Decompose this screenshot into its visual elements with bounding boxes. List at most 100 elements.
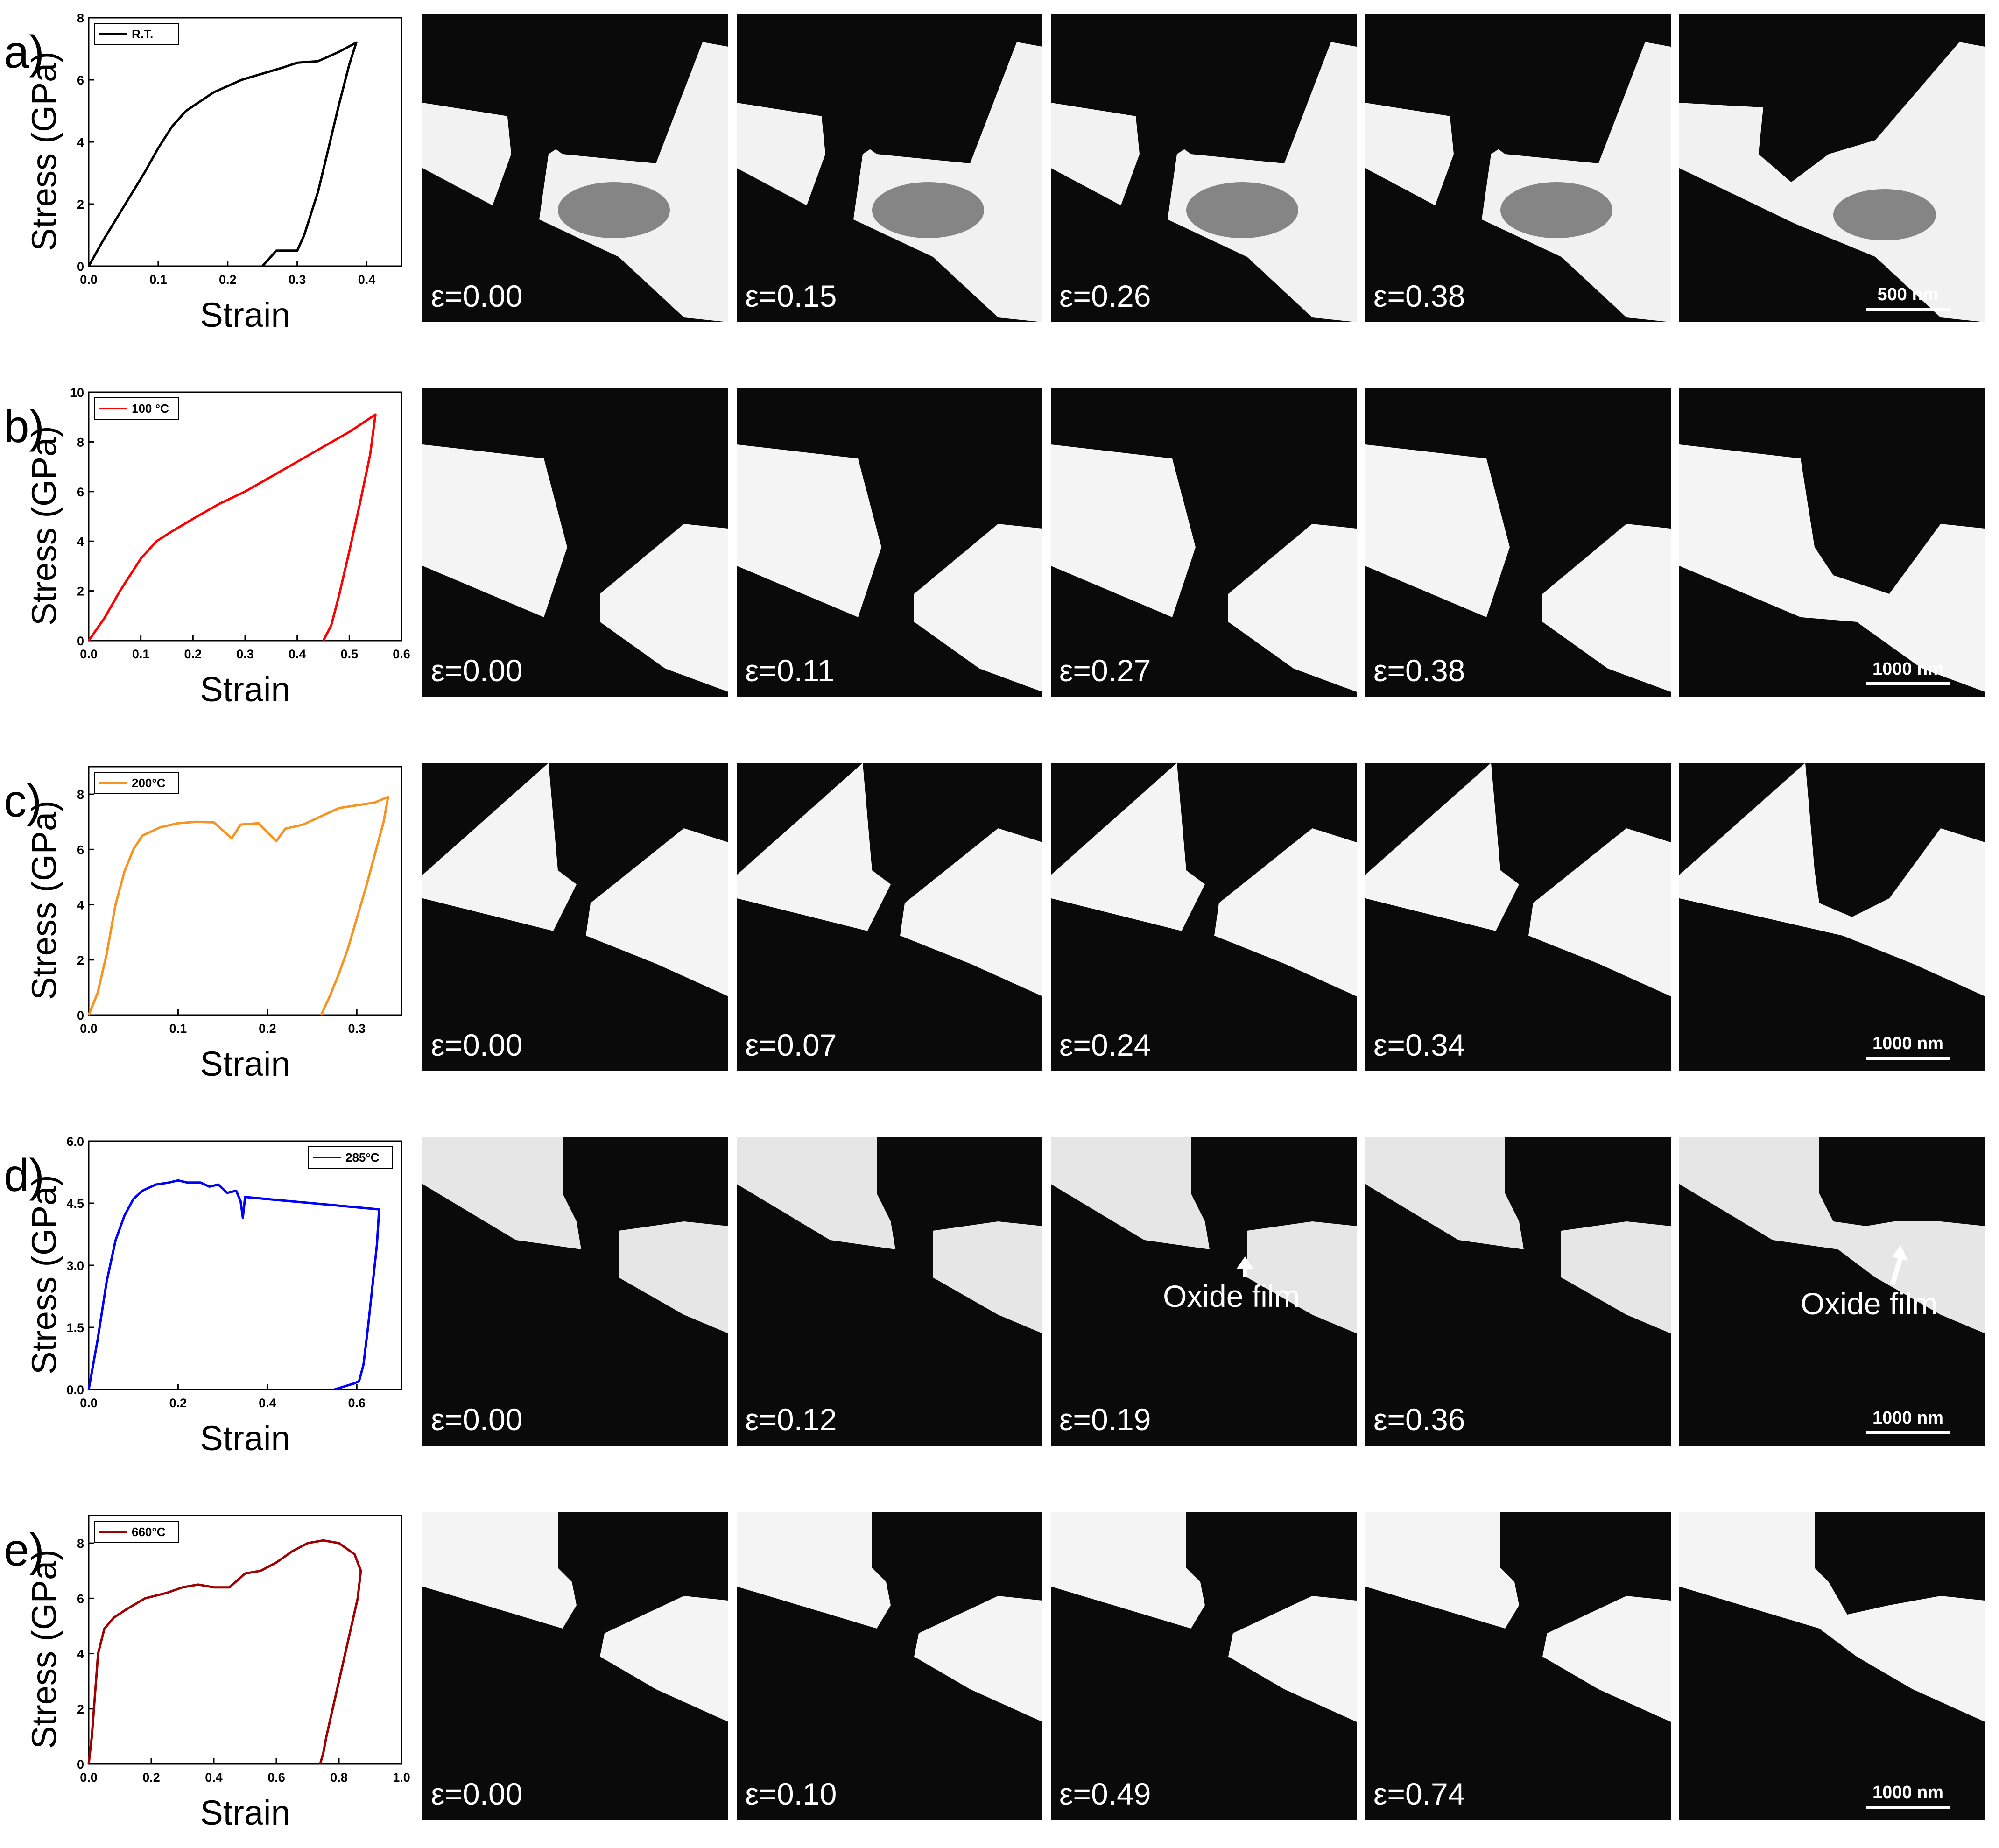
- x-tick-label: 0.0: [80, 647, 98, 661]
- x-tick-label: 0.6: [393, 647, 410, 661]
- scale-bar: 1000 nm: [1866, 1783, 1950, 1809]
- x-tick-label: 0.4: [205, 1770, 223, 1785]
- tem-panel: ε=0.26: [1051, 14, 1357, 322]
- y-tick-label: 4: [77, 898, 84, 912]
- data-series-line: [87, 796, 389, 1016]
- tem-panel: 1000 nm: [1679, 388, 1985, 697]
- legend-label: 660°C: [132, 1525, 166, 1539]
- tem-panel: ε=0.27: [1051, 388, 1357, 697]
- y-tick-label: 8: [77, 788, 84, 802]
- tem-micrograph: [1679, 388, 1985, 697]
- tem-micrograph: [422, 388, 728, 697]
- tem-panel: ε=0.15: [737, 14, 1042, 322]
- tem-micrograph: [1679, 1137, 1985, 1446]
- tem-micrograph: [737, 1512, 1042, 1820]
- tem-panel: ε=0.19 Oxide film: [1051, 1137, 1357, 1446]
- x-tick-label: 0.8: [330, 1770, 348, 1785]
- stress-strain-plot: 0.0 0.1 0.2 0.3 0.4 0.5 0.6 0 2 4 6 8 10 Strain Stress…: [25, 386, 410, 709]
- scale-bar-line: [1866, 308, 1950, 311]
- y-tick-label: 8: [77, 11, 84, 25]
- x-tick-label: 0.6: [348, 1396, 366, 1410]
- y-axis-label: Stress (GPa): [25, 1175, 63, 1375]
- data-series-line: [87, 1179, 380, 1391]
- strain-label: ε=0.49: [1059, 1777, 1151, 1811]
- data-series-line: [87, 413, 377, 642]
- figure-row-d: d) 0.0 0.2 0.4 0.6 0.0 1.5 3.0 4.5 6.0 Strain Stre…: [0, 1135, 1999, 1474]
- tem-panel: ε=0.74: [1365, 1512, 1671, 1820]
- scale-bar-line: [1866, 1431, 1950, 1434]
- strain-label: ε=0.00: [431, 1402, 523, 1437]
- row-label: a): [4, 26, 45, 78]
- row-label: d): [4, 1150, 45, 1201]
- data-series-line: [87, 41, 358, 267]
- tem-micrograph: [1365, 1512, 1671, 1820]
- figure-row-c: c) 0.0 0.1 0.2 0.3 0 2 4 6 8 Strain Stress (GPa) 20…: [0, 763, 1999, 1099]
- y-tick-label: 6.0: [66, 1135, 84, 1149]
- strain-label: ε=0.12: [745, 1402, 837, 1437]
- strain-label: ε=0.36: [1373, 1402, 1465, 1437]
- tem-panel: Oxide film 1000 nm: [1679, 1137, 1985, 1446]
- x-tick-label: 0.6: [267, 1770, 285, 1785]
- scale-bar-label: 500 nm: [1877, 285, 1939, 304]
- y-tick-label: 8: [77, 435, 84, 449]
- strain-label: ε=0.10: [745, 1777, 837, 1811]
- y-tick-label: 8: [77, 1537, 84, 1551]
- x-tick-label: 0.2: [184, 647, 202, 661]
- y-tick-label: 10: [70, 386, 84, 400]
- strain-label: ε=0.38: [1373, 653, 1465, 688]
- tem-panel: ε=0.49: [1051, 1512, 1357, 1820]
- y-tick-label: 2: [77, 197, 84, 212]
- strain-label: ε=0.26: [1059, 279, 1151, 313]
- tem-panel: ε=0.00: [422, 763, 728, 1071]
- tem-panel: ε=0.00: [422, 388, 728, 697]
- tem-micrograph: [422, 14, 728, 322]
- y-tick-label: 6: [77, 485, 84, 499]
- tem-panel: ε=0.38: [1365, 388, 1671, 697]
- x-tick-label: 0.4: [358, 273, 376, 287]
- y-axis-label: Stress (GPa): [25, 1549, 63, 1749]
- y-tick-label: 3.0: [66, 1259, 84, 1273]
- tem-panel: ε=0.10: [737, 1512, 1042, 1820]
- scale-bar-label: 1000 nm: [1872, 1034, 1944, 1053]
- strain-label: ε=0.00: [431, 1028, 523, 1062]
- arrow-up-icon: [1243, 1267, 1247, 1277]
- tem-micrograph: [1365, 388, 1671, 697]
- tem-panel: ε=0.12: [737, 1137, 1042, 1446]
- strain-label: ε=0.74: [1373, 1777, 1465, 1811]
- tem-micrograph: [1365, 14, 1671, 322]
- y-tick-label: 6: [77, 843, 84, 857]
- y-tick-label: 6: [77, 1592, 84, 1606]
- tem-panel: ε=0.38: [1365, 14, 1671, 322]
- y-tick-label: 2: [77, 1702, 84, 1716]
- x-tick-label: 0.1: [132, 647, 150, 661]
- tem-panel: ε=0.00: [422, 14, 728, 322]
- tem-micrograph: [1051, 14, 1357, 322]
- strain-label: ε=0.27: [1059, 653, 1151, 688]
- x-tick-label: 0.3: [348, 1022, 366, 1036]
- plot-frame: [88, 17, 402, 267]
- strain-label: ε=0.00: [431, 279, 523, 313]
- oxide-film-annotation: Oxide film: [1801, 1286, 1938, 1321]
- y-tick-label: 4: [77, 135, 84, 149]
- stress-strain-plot: 0.0 0.1 0.2 0.3 0 2 4 6 8 Strain Stress (GPa) 200°C: [25, 766, 402, 1083]
- y-axis-label: Stress (GPa): [25, 800, 63, 1000]
- x-axis-label: Strain: [200, 296, 290, 334]
- row-label: c): [4, 775, 42, 826]
- tem-panel: ε=0.34: [1365, 763, 1671, 1071]
- x-tick-label: 0.0: [80, 1396, 98, 1410]
- x-tick-label: 0.2: [219, 273, 237, 287]
- y-axis-label: Stress (GPa): [25, 426, 63, 626]
- scale-bar-label: 1000 nm: [1872, 1783, 1944, 1802]
- tem-micrograph: [1679, 1512, 1985, 1820]
- x-axis-label: Strain: [200, 1419, 290, 1458]
- y-tick-label: 0: [77, 1757, 84, 1771]
- tem-micrograph: [422, 763, 728, 1071]
- y-tick-label: 4: [77, 1647, 84, 1661]
- strain-label: ε=0.07: [745, 1028, 837, 1062]
- x-tick-label: 0.1: [169, 1022, 187, 1036]
- strain-label: ε=0.24: [1059, 1028, 1151, 1062]
- legend-label: 100 °C: [132, 402, 169, 416]
- tem-micrograph: [1051, 1512, 1357, 1820]
- scale-bar-line: [1866, 682, 1950, 685]
- tem-micrograph: [1365, 1137, 1671, 1446]
